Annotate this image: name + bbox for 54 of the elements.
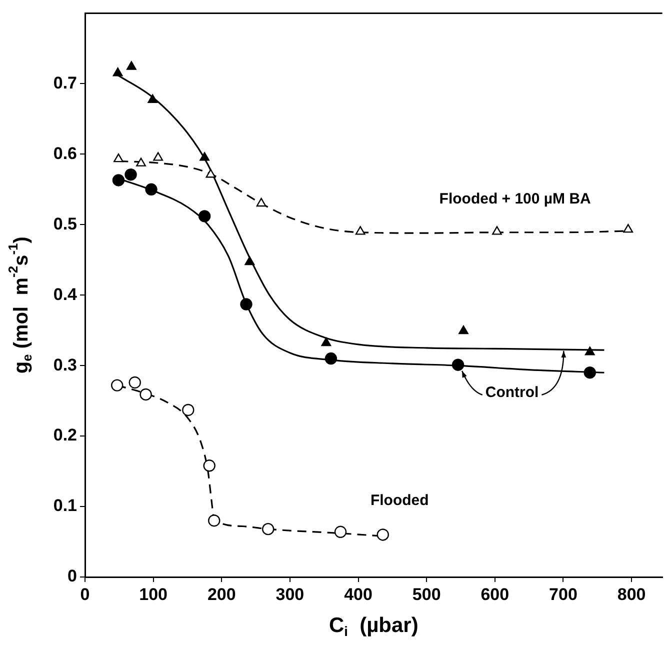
- point: [376, 528, 389, 541]
- point: [112, 68, 123, 76]
- y-tick-label: 0.6: [53, 144, 77, 163]
- point: [148, 94, 158, 103]
- point: [126, 61, 136, 70]
- point: [145, 183, 158, 196]
- point: [140, 388, 152, 401]
- point: [584, 366, 596, 379]
- point: [153, 152, 164, 161]
- y-axis-title: ge (mol m-2s-1): [6, 236, 35, 374]
- point: [124, 168, 137, 181]
- point: [200, 152, 210, 161]
- point: [111, 379, 124, 392]
- point: [256, 198, 266, 207]
- y-tick-label: 0.7: [53, 73, 77, 92]
- y-tick-label: 0.5: [53, 214, 77, 234]
- point: [355, 226, 366, 235]
- x-tick-label: 800: [617, 584, 646, 604]
- x-tick-label: 300: [276, 584, 304, 604]
- point: [492, 226, 502, 235]
- point: [198, 210, 211, 222]
- x-tick-label: 200: [207, 584, 236, 604]
- y-tick-label: 0.3: [53, 355, 77, 374]
- point: [321, 337, 332, 346]
- annotation: Flooded + 100 µM BA: [439, 190, 592, 208]
- y-tick-label: 0.1: [53, 496, 77, 516]
- point: [182, 404, 194, 416]
- point: [623, 224, 634, 233]
- point: [324, 352, 338, 365]
- y-tick-label: 0.2: [53, 426, 77, 445]
- point: [136, 158, 146, 166]
- x-tick-label: 0: [80, 584, 90, 604]
- y-tick-label: 0.4: [53, 284, 78, 304]
- point: [203, 460, 216, 472]
- point: [206, 168, 216, 178]
- point: [584, 346, 595, 356]
- point: [244, 256, 255, 266]
- annotation: Control: [485, 384, 539, 402]
- point: [452, 358, 464, 371]
- point: [208, 514, 220, 527]
- point: [334, 526, 347, 538]
- x-tick-label: 100: [139, 584, 168, 604]
- point: [262, 522, 274, 536]
- annotation: Flooded: [370, 492, 429, 510]
- x-tick-label: 500: [412, 584, 441, 604]
- point: [458, 325, 468, 334]
- y-tick-label: 0: [68, 566, 77, 586]
- point: [128, 376, 141, 389]
- x-tick-label: 400: [344, 584, 372, 604]
- x-tick-label: 700: [549, 584, 578, 604]
- point: [112, 174, 125, 186]
- point: [114, 153, 124, 162]
- x-tick-label: 600: [480, 584, 510, 604]
- point: [240, 298, 252, 310]
